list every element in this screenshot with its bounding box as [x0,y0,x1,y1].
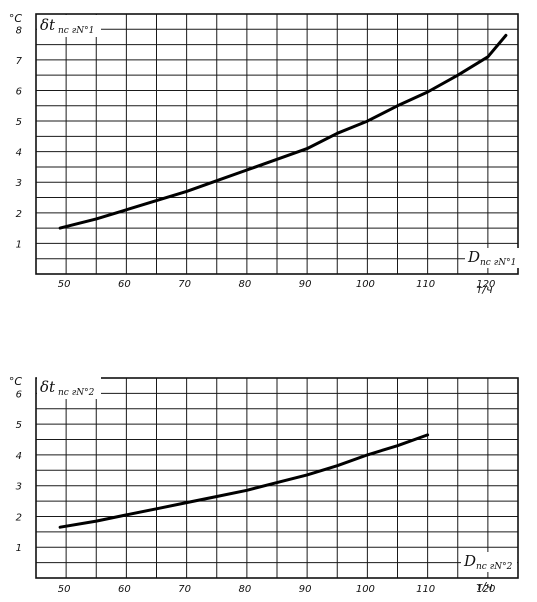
x-axis-label-subscript: пс гN°1 [480,258,516,268]
x-tick-label: 100 [356,279,375,290]
x-tick-label: 70 [178,279,191,290]
x-axis-label: D [467,248,480,266]
y-tick-label: 2 [16,209,22,220]
x-tick-label: 110 [416,279,435,290]
x-axis-label-subscript: пс гN°2 [476,562,513,572]
series-line [58,433,430,529]
x-tick-label: 80 [239,279,252,290]
plot-frame [35,13,519,275]
y-tick-label: 3 [16,178,22,189]
y-label-background [37,377,101,399]
plot-frame [35,377,519,579]
x-tick-label: 90 [299,584,312,595]
x-unit-label: т/ч [476,580,493,593]
y-tick-label: 3 [16,482,22,493]
y-label-background [37,15,101,37]
x-tick-label: 110 [416,584,435,595]
y-tick-label: 7 [16,56,23,67]
x-label-background [461,552,517,572]
series-line [58,33,508,230]
x-unit-label: т/ч [476,283,493,296]
x-tick-label: 80 [239,584,252,595]
x-tick-label: 120 [476,279,495,290]
y-axis-label: δt [40,16,56,34]
y-tick-label: 4 [16,148,22,159]
y-tick-label: 5 [16,117,22,128]
x-tick-label: 50 [58,279,71,290]
y-unit-label: °C [9,12,23,25]
y-tick-label: 2 [16,512,22,523]
y-tick-label: 1 [16,239,22,250]
y-axis-label-subscript: пс гN°1 [58,26,94,36]
y-tick-label: 5 [16,420,22,431]
x-axis-label: D [463,552,476,570]
x-tick-label: 90 [299,279,312,290]
y-tick-label: 8 [16,25,22,36]
x-tick-label: 60 [118,584,131,595]
x-tick-label: 60 [118,279,131,290]
y-axis-label-subscript: пс гN°2 [58,388,95,398]
x-label-background [465,248,521,268]
y-unit-label: °C [9,375,23,388]
y-tick-label: 6 [16,389,22,400]
x-tick-label: 70 [178,584,191,595]
y-tick-label: 4 [16,451,22,462]
y-axis-label: δt [40,378,56,396]
y-tick-label: 6 [16,86,22,97]
y-tick-label: 1 [16,543,22,554]
x-tick-label: 100 [356,584,375,595]
x-tick-label: 50 [58,584,71,595]
x-tick-label: 120 [476,584,495,595]
